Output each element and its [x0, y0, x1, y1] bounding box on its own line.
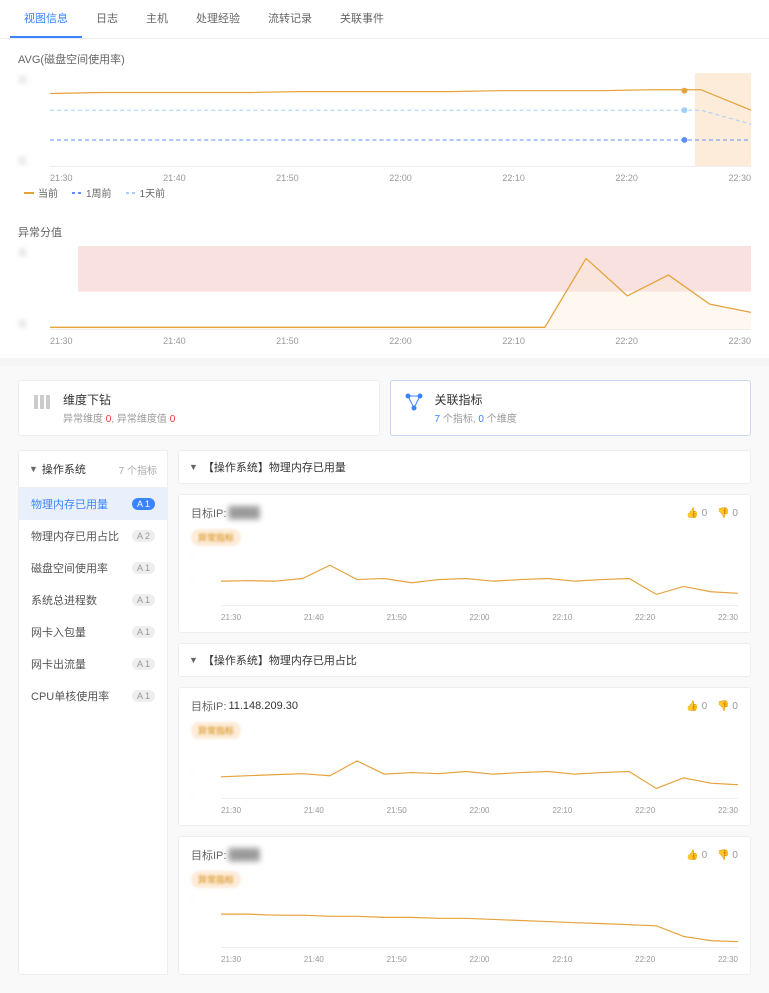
section-title-label: 【操作系统】物理内存已用量: [203, 459, 346, 475]
thumbs-up[interactable]: 👍 0: [686, 850, 707, 861]
sidebar-item-1[interactable]: 物理内存已用占比 A 2: [19, 520, 167, 552]
sidebar-item-badge: A 1: [132, 594, 155, 606]
info-card-title: 关联指标: [435, 391, 517, 408]
ip-label: 目标IP:: [191, 505, 226, 521]
legend-item: 当前: [24, 185, 58, 200]
ip-value: ████: [228, 849, 259, 861]
sidebar-item-6[interactable]: CPU单核使用率 A 1: [19, 680, 167, 712]
info-cards-row: 维度下钻异常维度 0, 异常维度值 0 关联指标 7 个指标, 0 个维度: [0, 366, 769, 450]
status-pill: 异常指标: [191, 871, 241, 888]
sidebar-item-badge: A 1: [132, 690, 155, 702]
tab-4[interactable]: 流转记录: [254, 0, 326, 38]
sidebar-item-label: 物理内存已用占比: [31, 528, 119, 544]
sidebar-item-label: 系统总进程数: [31, 592, 97, 608]
sidebar-header[interactable]: ▼ 操作系统 7 个指标: [19, 451, 167, 488]
drill-icon: [31, 391, 53, 413]
sidebar-item-badge: A 1: [132, 626, 155, 638]
info-card-sub: 7 个指标, 0 个维度: [435, 410, 517, 425]
sidebar-item-label: CPU单核使用率: [31, 688, 109, 704]
legend-item: 1周前: [72, 185, 112, 200]
sidebar-header-label: 操作系统: [42, 461, 86, 477]
tab-0[interactable]: 视图信息: [10, 0, 82, 38]
sidebar-item-label: 磁盘空间使用率: [31, 560, 108, 576]
ip-label: 目标IP:: [191, 698, 226, 714]
section-title-label: 【操作系统】物理内存已用占比: [203, 652, 357, 668]
legend-item: 1天前: [126, 185, 166, 200]
section-title[interactable]: ▼ 【操作系统】物理内存已用占比: [178, 643, 751, 677]
chevron-down-icon: ▼: [29, 464, 38, 474]
tabs: 视图信息日志主机处理经验流转记录关联事件: [0, 0, 769, 39]
sidebar-item-0[interactable]: 物理内存已用量 A 1: [19, 488, 167, 520]
sidebar-item-label: 物理内存已用量: [31, 496, 108, 512]
sidebar-item-5[interactable]: 网卡出流量 A 1: [19, 648, 167, 680]
sidebar-item-label: 网卡出流量: [31, 656, 86, 672]
ip-value: 11.148.209.30: [228, 700, 298, 712]
ip-label: 目标IP:: [191, 847, 226, 863]
sidebar-item-badge: A 1: [132, 658, 155, 670]
thumbs-down[interactable]: 👎 0: [717, 701, 738, 712]
sidebar: ▼ 操作系统 7 个指标 物理内存已用量 A 1 物理内存已用占比 A 2 磁盘空间使用…: [18, 450, 168, 975]
sidebar-item-badge: A 1: [132, 498, 155, 510]
chart2-title: 异常分值: [18, 224, 751, 240]
sidebar-item-badge: A 2: [132, 530, 155, 542]
chart1-title: AVG(磁盘空间使用率): [18, 51, 751, 67]
sidebar-item-label: 网卡入包量: [31, 624, 86, 640]
sidebar-item-2[interactable]: 磁盘空间使用率 A 1: [19, 552, 167, 584]
tab-2[interactable]: 主机: [132, 0, 182, 38]
chevron-down-icon: ▼: [189, 462, 198, 472]
sidebar-item-badge: A 1: [132, 562, 155, 574]
thumbs-down[interactable]: 👎 0: [717, 850, 738, 861]
chart-anomaly: 异常分值 高 低 21:3021:4021:5022:0022:1022:202…: [0, 212, 769, 358]
tab-3[interactable]: 处理经验: [182, 0, 254, 38]
section-title[interactable]: ▼ 【操作系统】物理内存已用量: [178, 450, 751, 484]
ip-value: ████: [228, 507, 259, 519]
info-card-title: 维度下钻: [63, 391, 175, 408]
chevron-down-icon: ▼: [189, 655, 198, 665]
thumbs-up[interactable]: 👍 0: [686, 701, 707, 712]
tab-5[interactable]: 关联事件: [326, 0, 398, 38]
content: ▼【操作系统】物理内存已用量目标IP:████👍 0👎 0异常指标···21:3…: [168, 450, 751, 975]
sidebar-item-4[interactable]: 网卡入包量 A 1: [19, 616, 167, 648]
thumbs-up[interactable]: 👍 0: [686, 508, 707, 519]
info-card-1[interactable]: 关联指标 7 个指标, 0 个维度: [390, 380, 752, 436]
info-card-sub: 异常维度 0, 异常维度值 0: [63, 410, 175, 425]
metric-card: 目标IP:████👍 0👎 0异常指标···21:3021:4021:5022:…: [178, 494, 751, 633]
status-pill: 异常指标: [191, 722, 241, 739]
tab-1[interactable]: 日志: [82, 0, 132, 38]
sidebar-header-count: 7 个指标: [119, 462, 157, 477]
link-icon: [403, 391, 425, 413]
status-pill: 异常指标: [191, 529, 241, 546]
info-card-0[interactable]: 维度下钻异常维度 0, 异常维度值 0: [18, 380, 380, 436]
sidebar-item-3[interactable]: 系统总进程数 A 1: [19, 584, 167, 616]
metric-card: 目标IP:11.148.209.30👍 0👎 0异常指标···21:3021:4…: [178, 687, 751, 826]
chart-avg-disk: AVG(磁盘空间使用率) 高低 21:3021:4021:5022:0022:1…: [0, 39, 769, 212]
thumbs-down[interactable]: 👎 0: [717, 508, 738, 519]
metric-card: 目标IP:████👍 0👎 0异常指标···21:3021:4021:5022:…: [178, 836, 751, 975]
